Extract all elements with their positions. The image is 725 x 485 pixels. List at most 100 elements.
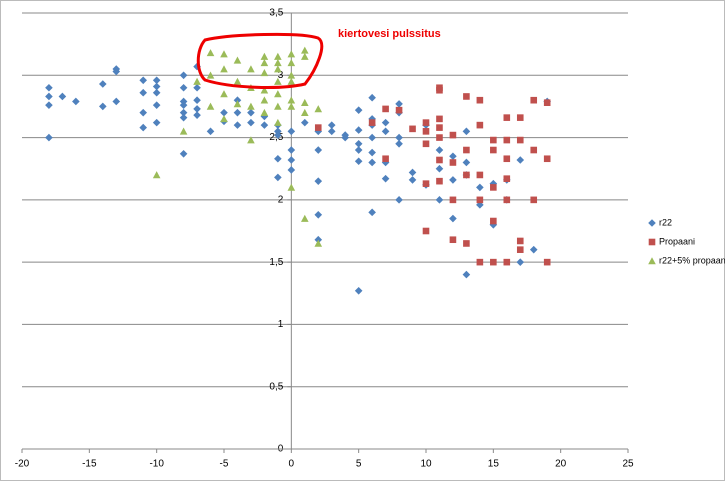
legend-marker [648, 257, 656, 265]
point [260, 68, 269, 77]
point [530, 146, 538, 154]
point [233, 77, 242, 85]
point [287, 127, 296, 136]
point [354, 157, 363, 166]
point [45, 92, 53, 101]
point [233, 121, 242, 129]
point [274, 52, 282, 60]
point [193, 62, 201, 71]
point [422, 180, 430, 187]
point [274, 77, 282, 85]
point [436, 124, 443, 131]
point [260, 96, 269, 104]
point [368, 208, 376, 217]
y-tick-label: 1,5 [269, 257, 283, 268]
legend-label: r22 [659, 217, 672, 227]
point [449, 236, 457, 244]
point [516, 246, 524, 253]
point [220, 108, 228, 117]
point [409, 125, 416, 133]
point [301, 52, 309, 60]
point [463, 240, 470, 247]
point [301, 98, 309, 106]
point [287, 50, 296, 58]
point [152, 76, 161, 85]
point [314, 146, 323, 154]
point [274, 59, 282, 67]
point [152, 88, 161, 97]
point [112, 67, 121, 76]
point [45, 133, 53, 142]
point [233, 100, 242, 108]
point [503, 114, 511, 121]
point [395, 100, 403, 108]
point [503, 175, 511, 182]
point [139, 123, 147, 132]
point [314, 105, 323, 113]
point [152, 118, 161, 127]
point [287, 102, 296, 110]
legend-marker [648, 238, 656, 246]
legend-marker [648, 219, 656, 227]
point [99, 80, 107, 88]
point [503, 258, 511, 266]
point [220, 65, 228, 73]
point [139, 76, 147, 85]
point [314, 177, 323, 185]
point [381, 118, 390, 127]
point [233, 56, 242, 64]
point [503, 196, 511, 204]
point [260, 52, 269, 60]
x-tick-label: -5 [220, 459, 229, 470]
point [382, 105, 389, 113]
point [139, 108, 147, 117]
point [301, 46, 309, 54]
point [354, 126, 363, 134]
point [72, 97, 80, 106]
point [287, 71, 296, 79]
point [381, 127, 390, 136]
point [462, 127, 471, 136]
point [462, 270, 471, 279]
point [436, 156, 443, 164]
point [354, 146, 363, 154]
point [476, 96, 484, 104]
y-tick-label: 0,5 [269, 381, 283, 392]
point [395, 140, 403, 148]
point [490, 136, 497, 144]
x-tick-label: -10 [149, 459, 164, 470]
point [152, 82, 161, 91]
point [368, 93, 376, 102]
point [233, 108, 242, 117]
point [354, 286, 363, 295]
x-tick-label: 0 [289, 459, 295, 470]
x-tick-label: 10 [420, 459, 432, 470]
y-tick-label: 2,5 [269, 132, 283, 143]
point [179, 83, 188, 92]
point [260, 86, 269, 94]
point [193, 105, 201, 113]
point [368, 158, 376, 167]
x-tick-label: 15 [488, 459, 500, 470]
point [260, 121, 269, 129]
point [543, 99, 551, 106]
point [422, 227, 430, 235]
legend-label: Propaani [659, 236, 695, 246]
point [327, 127, 336, 136]
point [422, 140, 430, 148]
point [449, 131, 457, 139]
point [247, 65, 255, 73]
point [435, 146, 444, 154]
point [112, 97, 121, 106]
point [179, 127, 188, 135]
point [435, 164, 444, 173]
point [462, 158, 471, 167]
point [490, 184, 497, 191]
point [179, 149, 188, 158]
point [503, 136, 511, 144]
point [220, 50, 228, 58]
x-tick-label: -20 [15, 459, 30, 470]
point [543, 155, 551, 163]
point [395, 133, 403, 142]
